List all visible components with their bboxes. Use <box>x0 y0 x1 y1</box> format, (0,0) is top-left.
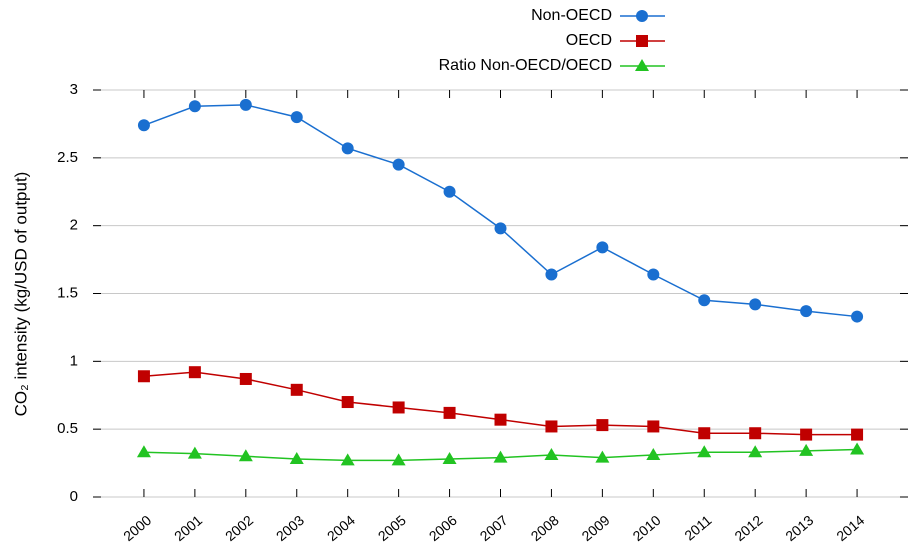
point <box>698 294 711 307</box>
point <box>697 445 712 458</box>
x-tick-label: 2003 <box>273 512 307 544</box>
point <box>544 447 559 460</box>
x-tick-label: 2000 <box>120 512 154 544</box>
point <box>647 268 660 281</box>
point <box>647 420 660 433</box>
point <box>800 428 813 441</box>
y-tick-label: 3 <box>70 81 78 98</box>
point <box>850 442 865 455</box>
point <box>137 119 150 132</box>
point <box>596 419 609 432</box>
point <box>799 443 814 456</box>
point <box>442 452 457 465</box>
point <box>636 35 648 47</box>
point <box>749 298 762 311</box>
x-tick-label: 2009 <box>579 512 613 544</box>
point <box>136 445 151 458</box>
point <box>545 420 558 433</box>
point <box>596 241 609 254</box>
legend-label: Non-OECD <box>531 7 612 24</box>
point <box>851 428 864 441</box>
point <box>545 268 558 281</box>
point <box>636 10 648 22</box>
point <box>341 142 354 155</box>
point <box>494 222 507 235</box>
point <box>635 59 649 71</box>
point <box>290 383 303 396</box>
x-tick-label: 2014 <box>833 512 867 544</box>
point <box>493 450 508 463</box>
point <box>239 98 252 111</box>
y-tick-label: 1.5 <box>57 284 78 301</box>
x-tick-label: 2004 <box>324 512 358 544</box>
point <box>187 446 202 459</box>
legend-label: OECD <box>566 32 612 49</box>
y-tick-label: 0.5 <box>57 420 78 437</box>
y-tick-label: 1 <box>70 352 78 369</box>
y-tick-label: 2 <box>70 217 78 234</box>
legend-label: Ratio Non-OECD/OECD <box>439 57 612 74</box>
point <box>698 427 711 440</box>
x-tick-label: 2005 <box>375 512 409 544</box>
point <box>391 453 406 466</box>
point <box>595 450 610 463</box>
y-axis-label: CO₂ intensity (kg/USD of output) <box>11 172 30 417</box>
point <box>290 111 303 124</box>
y-tick-label: 0 <box>70 488 78 505</box>
point <box>392 158 405 171</box>
point <box>238 449 253 462</box>
x-tick-label: 2006 <box>426 512 460 544</box>
point <box>443 185 456 198</box>
x-tick-label: 2002 <box>222 512 256 544</box>
point <box>392 401 405 414</box>
x-tick-label: 2008 <box>528 512 562 544</box>
series-line <box>143 104 858 318</box>
point <box>443 406 456 419</box>
x-tick-label: 2012 <box>731 512 765 544</box>
point <box>289 452 304 465</box>
point <box>646 447 661 460</box>
point <box>340 453 355 466</box>
point <box>239 372 252 385</box>
x-tick-label: 2013 <box>782 512 816 544</box>
point <box>188 100 201 113</box>
point <box>188 366 201 379</box>
point <box>137 370 150 383</box>
x-tick-label: 2010 <box>629 512 663 544</box>
x-tick-label: 2007 <box>477 512 511 544</box>
point <box>851 310 864 323</box>
x-tick-label: 2011 <box>681 512 715 544</box>
point <box>800 305 813 318</box>
y-tick-label: 2.5 <box>57 149 78 166</box>
point <box>748 445 763 458</box>
point <box>341 396 354 409</box>
x-tick-label: 2001 <box>171 512 205 544</box>
point <box>494 413 507 426</box>
point <box>749 427 762 440</box>
